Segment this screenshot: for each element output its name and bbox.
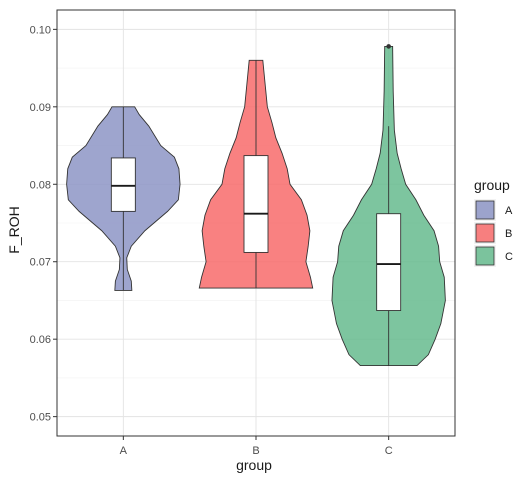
x-tick-label: C xyxy=(385,445,393,457)
y-tick-label: 0.10 xyxy=(30,24,51,36)
x-axis-title: group xyxy=(236,457,272,473)
legend-swatch-C xyxy=(475,246,495,266)
legend-swatch-B xyxy=(475,223,495,243)
legend-label-B: B xyxy=(505,228,512,240)
legend-label-C: C xyxy=(505,251,513,263)
outlier-point-C xyxy=(386,44,391,49)
legend-label-A: A xyxy=(505,205,513,217)
box-B xyxy=(243,155,269,253)
x-tick-label: B xyxy=(252,445,259,457)
y-axis-title: F_ROH xyxy=(6,206,22,253)
x-tick-label: A xyxy=(120,445,128,457)
y-tick-label: 0.09 xyxy=(30,102,51,114)
y-tick-label: 0.08 xyxy=(30,179,51,191)
y-tick-label: 0.07 xyxy=(30,257,51,269)
axis-layer: 0.05 0.06 0.07 0.08 0.09 0.10 A B C xyxy=(30,24,393,457)
legend-swatch-A xyxy=(475,200,495,220)
box-A xyxy=(110,157,136,212)
legend-title: group xyxy=(474,177,510,193)
legend: group ABC xyxy=(474,177,513,267)
y-tick-label: 0.05 xyxy=(30,412,51,424)
y-tick-label: 0.06 xyxy=(30,334,51,346)
violin-layer xyxy=(66,44,446,366)
box-C xyxy=(376,213,402,311)
